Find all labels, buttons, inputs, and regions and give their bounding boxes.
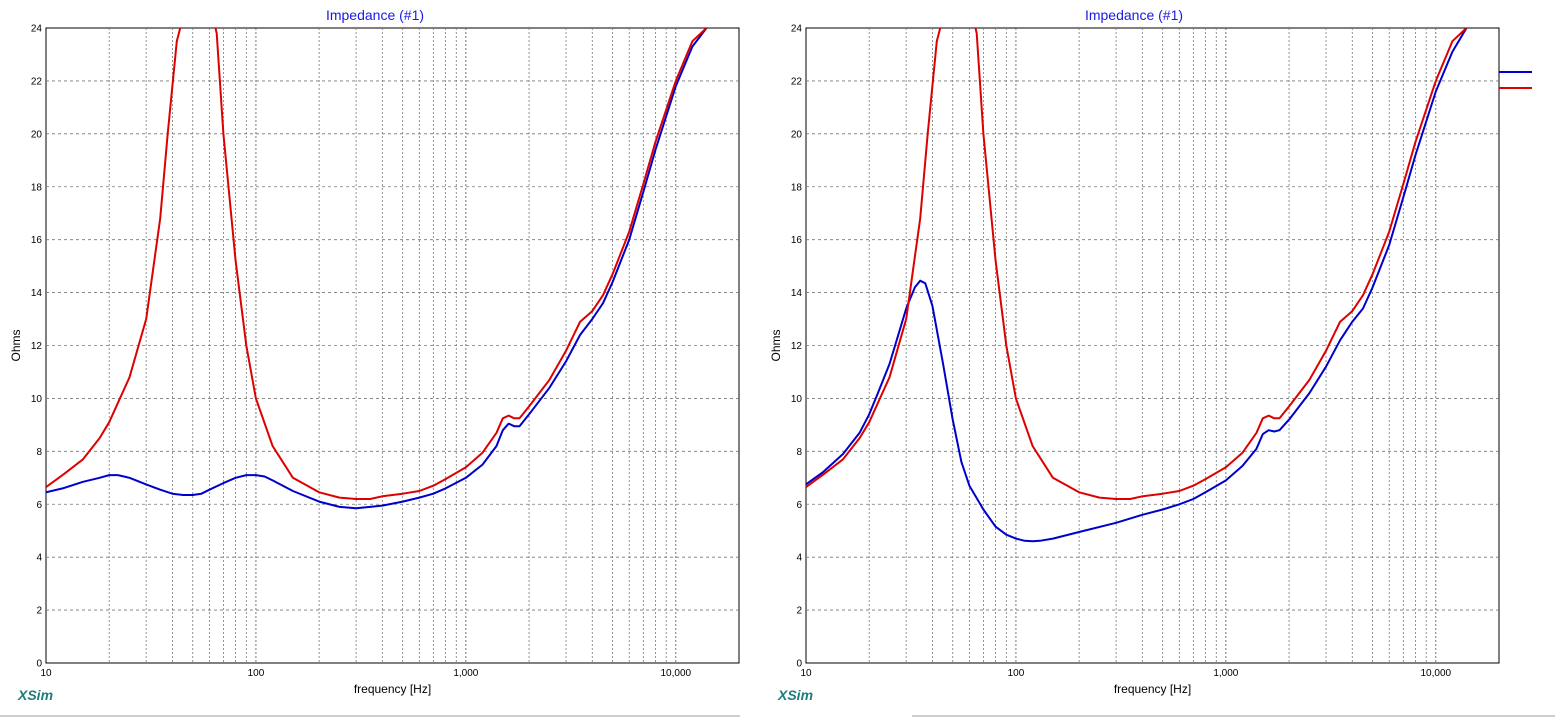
x-tick-label: 100 bbox=[248, 668, 265, 679]
blue-impedance-line bbox=[806, 28, 1468, 543]
y-tick-label: 10 bbox=[791, 394, 803, 405]
y-tick-label: 10 bbox=[31, 394, 43, 405]
xsim-logo: XSim bbox=[17, 687, 53, 703]
y-tick-label: 4 bbox=[796, 553, 802, 564]
y-tick-label: 6 bbox=[36, 500, 42, 511]
chart-title: Impedance (#1) bbox=[326, 7, 424, 23]
y-tick-label: 22 bbox=[791, 76, 803, 87]
y-tick-label: 2 bbox=[796, 606, 802, 617]
y-tick-label: 6 bbox=[796, 500, 802, 511]
xsim-logo: XSim bbox=[777, 687, 813, 703]
y-tick-label: 14 bbox=[31, 288, 43, 299]
chart-title: Impedance (#1) bbox=[1085, 7, 1183, 23]
x-tick-label: 100 bbox=[1008, 668, 1025, 679]
y-tick-label: 4 bbox=[36, 553, 42, 564]
x-tick-label: 10 bbox=[40, 668, 52, 679]
x-tick-label: 1,000 bbox=[1213, 668, 1238, 679]
y-tick-label: 0 bbox=[796, 659, 802, 670]
x-tick-label: 10 bbox=[800, 668, 812, 679]
y-tick-label: 16 bbox=[31, 235, 43, 246]
y-axis-label: Ohms bbox=[9, 329, 23, 361]
y-tick-label: 24 bbox=[791, 24, 803, 35]
grid bbox=[46, 28, 739, 663]
y-tick-label: 12 bbox=[31, 341, 43, 352]
x-axis-label: frequency [Hz] bbox=[354, 682, 431, 696]
y-tick-label: 8 bbox=[796, 447, 802, 458]
y-tick-label: 12 bbox=[791, 341, 803, 352]
blue-impedance-line bbox=[46, 28, 708, 510]
x-axis-label: frequency [Hz] bbox=[1114, 682, 1191, 696]
x-tick-label: 10,000 bbox=[661, 668, 692, 679]
y-tick-label: 20 bbox=[791, 129, 803, 140]
y-tick-label: 0 bbox=[36, 659, 42, 670]
y-tick-label: 8 bbox=[36, 447, 42, 458]
y-tick-label: 24 bbox=[31, 24, 43, 35]
y-tick-label: 22 bbox=[31, 76, 43, 87]
y-tick-label: 2 bbox=[36, 606, 42, 617]
red-impedance-line bbox=[46, 28, 708, 500]
y-axis-label: Ohms bbox=[769, 329, 783, 361]
y-tick-label: 16 bbox=[791, 235, 803, 246]
x-tick-label: 10,000 bbox=[1421, 668, 1452, 679]
y-tick-label: 20 bbox=[31, 129, 43, 140]
y-tick-label: 18 bbox=[31, 182, 43, 193]
x-tick-label: 1,000 bbox=[453, 668, 478, 679]
red-impedance-line bbox=[806, 28, 1468, 500]
y-tick-label: 18 bbox=[791, 182, 803, 193]
y-tick-label: 14 bbox=[791, 288, 803, 299]
